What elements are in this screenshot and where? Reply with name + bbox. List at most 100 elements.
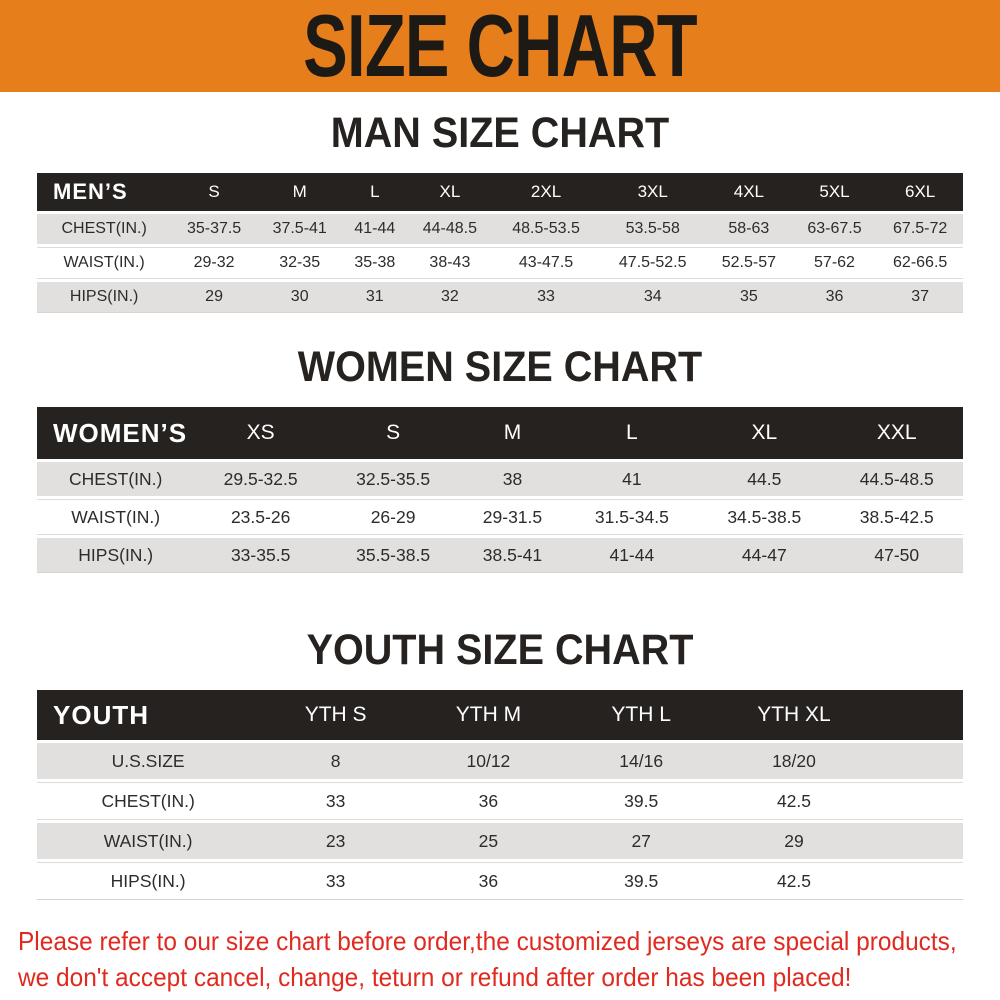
column-header: S xyxy=(326,407,460,459)
table-row: HIPS(IN.) 29 30 31 32 33 34 35 36 37 xyxy=(37,282,963,313)
header-row: MEN’S S M L XL 2XL 3XL 4XL 5XL 6XL xyxy=(37,173,963,211)
size-value: 34.5-38.5 xyxy=(698,499,831,535)
size-value: 44-48.5 xyxy=(407,214,493,244)
size-value: 57-62 xyxy=(791,247,878,279)
size-value: 10/12 xyxy=(412,743,565,779)
men-section-heading: MAN SIZE CHART xyxy=(330,109,670,157)
column-header: YTH XL xyxy=(717,690,871,740)
column-header: L xyxy=(342,173,408,211)
row-label: WAIST(IN.) xyxy=(37,247,172,279)
size-value: 29.5-32.5 xyxy=(194,462,327,496)
column-header: XXL xyxy=(830,407,963,459)
column-header: S xyxy=(171,173,257,211)
size-value: 44-47 xyxy=(698,538,831,573)
size-value: 62-66.5 xyxy=(877,247,963,279)
spacer-cell xyxy=(870,862,963,900)
spacer-cell xyxy=(870,782,963,820)
table-row: WAIST(IN.) 29-32 32-35 35-38 38-43 43-47.5 47.… xyxy=(37,247,963,279)
column-header: M xyxy=(459,407,566,459)
size-value: 23 xyxy=(259,823,413,859)
banner-title: SIZE CHART xyxy=(303,0,697,95)
size-value: 32.5-35.5 xyxy=(326,462,460,496)
column-header: 4XL xyxy=(706,173,792,211)
size-value: 33 xyxy=(259,782,413,820)
size-value: 67.5-72 xyxy=(877,214,963,244)
size-value: 52.5-57 xyxy=(706,247,792,279)
size-value: 33 xyxy=(492,282,600,313)
size-value: 44.5-48.5 xyxy=(830,462,963,496)
column-header: 2XL xyxy=(492,173,600,211)
size-value: 33 xyxy=(259,862,413,900)
size-value: 29 xyxy=(717,823,871,859)
size-value: 25 xyxy=(412,823,565,859)
table-row: U.S.SIZE 8 10/12 14/16 18/20 xyxy=(37,743,963,779)
disclaimer-note: Please refer to our size chart before or… xyxy=(18,923,957,995)
row-label: CHEST(IN.) xyxy=(37,214,172,244)
size-value: 18/20 xyxy=(717,743,871,779)
size-value: 26-29 xyxy=(326,499,460,535)
size-value: 32-35 xyxy=(256,247,343,279)
column-header: XL xyxy=(698,407,831,459)
size-value: 38 xyxy=(459,462,566,496)
size-value: 41-44 xyxy=(565,538,699,573)
row-label: U.S.SIZE xyxy=(37,743,260,779)
size-value: 38.5-41 xyxy=(459,538,566,573)
size-value: 48.5-53.5 xyxy=(492,214,600,244)
row-label: HIPS(IN.) xyxy=(37,862,260,900)
women-section-heading: WOMEN SIZE CHART xyxy=(297,343,703,391)
table-row: CHEST(IN.) 33 36 39.5 42.5 xyxy=(37,782,963,820)
size-value: 47.5-52.5 xyxy=(599,247,707,279)
row-label: WAIST(IN.) xyxy=(37,823,260,859)
row-label: HIPS(IN.) xyxy=(37,538,195,573)
size-value: 37 xyxy=(877,282,963,313)
size-value: 8 xyxy=(259,743,413,779)
row-label: CHEST(IN.) xyxy=(37,782,260,820)
table-label: MEN’S xyxy=(37,173,172,211)
column-header: YTH L xyxy=(564,690,718,740)
youth-size-table: YOUTH YTH S YTH M YTH L YTH XL U.S.SIZE 8 10/12… xyxy=(37,687,963,903)
size-value: 53.5-58 xyxy=(599,214,707,244)
size-value: 29-31.5 xyxy=(459,499,566,535)
size-value: 34 xyxy=(599,282,707,313)
row-label: HIPS(IN.) xyxy=(37,282,172,313)
column-header: M xyxy=(256,173,343,211)
column-header: 6XL xyxy=(877,173,963,211)
header-row: WOMEN’S XS S M L XL XXL xyxy=(37,407,963,459)
size-value: 41 xyxy=(565,462,699,496)
disclaimer-line-1: Please refer to our size chart before or… xyxy=(18,926,957,956)
women-size-table: WOMEN’S XS S M L XL XXL CHEST(IN.) 29.5-32.5 32.5… xyxy=(37,404,963,576)
table-row: CHEST(IN.) 35-37.5 37.5-41 41-44 44-48.5 48.5… xyxy=(37,214,963,244)
row-label: WAIST(IN.) xyxy=(37,499,195,535)
size-value: 31.5-34.5 xyxy=(565,499,699,535)
men-size-table: MEN’S S M L XL 2XL 3XL 4XL 5XL 6XL CHEST(IN.) 35-37… xyxy=(37,170,963,316)
size-value: 35-37.5 xyxy=(171,214,257,244)
column-header: XS xyxy=(194,407,327,459)
size-value: 47-50 xyxy=(830,538,963,573)
size-value: 41-44 xyxy=(342,214,408,244)
size-value: 42.5 xyxy=(717,862,871,900)
size-value: 35.5-38.5 xyxy=(326,538,460,573)
size-value: 29-32 xyxy=(171,247,257,279)
size-value: 36 xyxy=(412,862,565,900)
size-value: 14/16 xyxy=(564,743,718,779)
size-value: 39.5 xyxy=(564,782,718,820)
header-row: YOUTH YTH S YTH M YTH L YTH XL xyxy=(37,690,963,740)
spacer-cell xyxy=(870,690,963,740)
size-value: 33-35.5 xyxy=(194,538,327,573)
table-row: HIPS(IN.) 33 36 39.5 42.5 xyxy=(37,862,963,900)
size-value: 23.5-26 xyxy=(194,499,327,535)
size-value: 38.5-42.5 xyxy=(830,499,963,535)
column-header: L xyxy=(565,407,699,459)
size-value: 38-43 xyxy=(407,247,493,279)
table-row: WAIST(IN.) 23.5-26 26-29 29-31.5 31.5-34.5 34… xyxy=(37,499,963,535)
size-value: 43-47.5 xyxy=(492,247,600,279)
table-row: WAIST(IN.) 23 25 27 29 xyxy=(37,823,963,859)
size-value: 44.5 xyxy=(698,462,831,496)
table-row: HIPS(IN.) 33-35.5 35.5-38.5 38.5-41 41-44 44-… xyxy=(37,538,963,573)
column-header: 5XL xyxy=(791,173,878,211)
size-value: 31 xyxy=(342,282,408,313)
row-label: CHEST(IN.) xyxy=(37,462,195,496)
size-value: 35 xyxy=(706,282,792,313)
column-header: 3XL xyxy=(599,173,707,211)
size-value: 27 xyxy=(564,823,718,859)
